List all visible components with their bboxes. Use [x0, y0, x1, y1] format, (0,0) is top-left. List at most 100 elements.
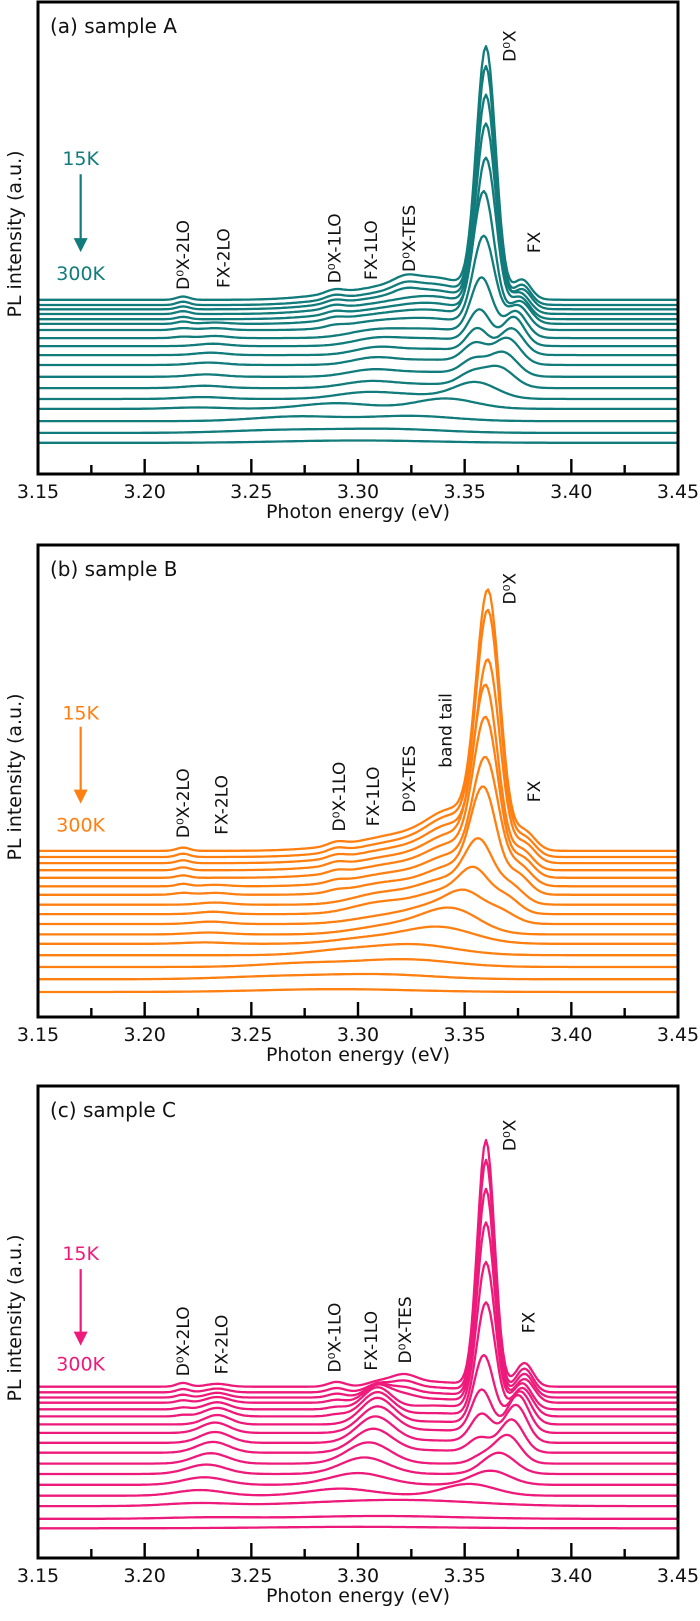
spectrum-line-3: [38, 122, 678, 316]
x-tick-label: 3.15: [17, 1565, 59, 1587]
spectrum-line-9: [38, 1418, 678, 1454]
arrow-down-icon: [73, 238, 88, 253]
spectrum-line-15: [38, 1514, 678, 1520]
spectrum-line-14: [38, 397, 678, 411]
temperature-arrow: 15K 300K: [56, 1243, 105, 1375]
spectrum-line-6: [38, 785, 678, 896]
arrow-down-icon: [73, 789, 88, 804]
spectrum-line-9: [38, 888, 678, 926]
x-tick-label: 3.40: [550, 1024, 592, 1046]
peak-annotation: FX: [525, 780, 545, 802]
spectrum-line-17: [38, 439, 678, 444]
spectrum-line-2: [38, 658, 678, 865]
spectrum-line-12: [38, 1469, 678, 1486]
spectrum-line-15: [38, 414, 678, 423]
panel-c: 3.15 3.20 3.25 3.30 3.35 3.40 3.45 Photon energ…: [4, 1084, 699, 1607]
x-tick-label: 3.30: [337, 1565, 379, 1587]
spectrum-line-11: [38, 350, 678, 378]
spectrum-line-4: [38, 1260, 678, 1411]
x-tick-label: 3.30: [337, 1024, 379, 1046]
peak-annotation: band tail: [437, 693, 457, 768]
spectrum-line-10: [38, 336, 678, 367]
x-tick-label: 3.25: [230, 1024, 272, 1046]
spectrum-line-5: [38, 755, 678, 888]
x-tick-label: 3.45: [657, 1565, 699, 1587]
spectrum-line-8: [38, 1403, 678, 1444]
series-group: [38, 588, 678, 994]
peak-annotation: D⁰X-TES: [400, 745, 420, 812]
x-tick-label: 3.45: [657, 1024, 699, 1046]
peak-annotation: FX-2LO: [213, 775, 233, 835]
x-tick-label: 3.15: [17, 1024, 59, 1046]
x-tick-label: 3.35: [444, 481, 486, 503]
temperature-end-label: 300K: [56, 814, 105, 836]
plot-frame: [36, 1084, 680, 1560]
temperature-end-label: 300K: [56, 263, 105, 285]
peak-annotation: FX-2LO: [213, 1315, 233, 1375]
spectrum-line-16: [38, 427, 678, 435]
x-tick-label: 3.45: [657, 481, 699, 503]
spectrum-line-2: [38, 93, 678, 311]
y-axis-label: PL intensity (a.u.): [4, 150, 26, 317]
spectrum-line-1: [38, 64, 678, 307]
temperature-arrow: 15K 300K: [56, 703, 105, 837]
spectrum-line-3: [38, 683, 678, 872]
x-axis-label: Photon energy (eV): [266, 1585, 450, 1607]
x-tick-label: 3.20: [124, 1024, 166, 1046]
peak-annotation: D⁰X-2LO: [174, 220, 194, 290]
peak-annotation: D⁰X-2LO: [174, 768, 194, 838]
spectrum-line-6: [38, 234, 678, 332]
panel-title: (c) sample C: [50, 1098, 176, 1122]
spectrum-line-6: [38, 1353, 678, 1426]
x-axis-label: Photon energy (eV): [266, 1044, 450, 1066]
panel-title: (a) sample A: [50, 14, 177, 38]
spectrum-line-7: [38, 1388, 678, 1435]
peak-annotation: D⁰X-1LO: [330, 762, 350, 832]
spectrum-line-7: [38, 837, 678, 906]
peak-annotation: FX-1LO: [362, 1311, 382, 1371]
spectrum-line-2: [38, 1187, 678, 1399]
spectrum-line-4: [38, 156, 678, 321]
arrow-down-icon: [73, 1331, 88, 1346]
x-tick-label: 3.20: [124, 1565, 166, 1587]
spectrum-line-16: [38, 1525, 678, 1530]
peak-annotation: D⁰X-2LO: [174, 1306, 194, 1376]
spectrum-line-14: [38, 1498, 678, 1508]
panel-title: (b) sample B: [50, 557, 177, 581]
panel-a: 3.15 3.20 3.25 3.30 3.35 3.40 3.45 Photon energ…: [4, 0, 699, 523]
x-tick-label: 3.35: [444, 1565, 486, 1587]
x-tick-label: 3.20: [124, 481, 166, 503]
x-tick-label: 3.15: [17, 481, 59, 503]
series-group: [38, 1138, 678, 1530]
spectrum-line-7: [38, 276, 678, 340]
spectrum-line-5: [38, 1301, 678, 1418]
spectrum-line-1: [38, 608, 678, 859]
x-tick-label: 3.35: [444, 1024, 486, 1046]
spectrum-line-12: [38, 942, 678, 957]
peak-annotation: D⁰X: [501, 573, 521, 605]
x-tick-label: 3.30: [337, 481, 379, 503]
peak-annotation: FX-1LO: [362, 220, 382, 280]
temperature-arrow: 15K 300K: [56, 148, 105, 285]
peak-annotation: FX-2LO: [215, 228, 235, 288]
peak-annotation: D⁰X-TES: [400, 205, 420, 272]
spectrum-line-8: [38, 865, 678, 916]
peak-annotation: D⁰X: [501, 1119, 521, 1151]
spectrum-line-10: [38, 1433, 678, 1465]
peak-annotation: FX-1LO: [364, 767, 384, 827]
spectrum-line-0: [38, 1138, 678, 1388]
peak-annotation: FX: [520, 1312, 540, 1334]
y-axis-label: PL intensity (a.u.): [4, 693, 26, 860]
spectrum-line-8: [38, 308, 678, 348]
spectrum-line-12: [38, 364, 678, 390]
x-tick-label: 3.40: [550, 1565, 592, 1587]
series-group: [38, 45, 678, 444]
peak-annotation: D⁰X-1LO: [326, 1303, 346, 1373]
temperature-start-label: 15K: [62, 1243, 99, 1265]
peak-annotation: FX: [525, 231, 545, 253]
temperature-end-label: 300K: [56, 1354, 105, 1376]
spectrum-line-4: [38, 715, 678, 879]
temperature-start-label: 15K: [62, 148, 99, 170]
spectrum-line-3: [38, 1221, 678, 1404]
